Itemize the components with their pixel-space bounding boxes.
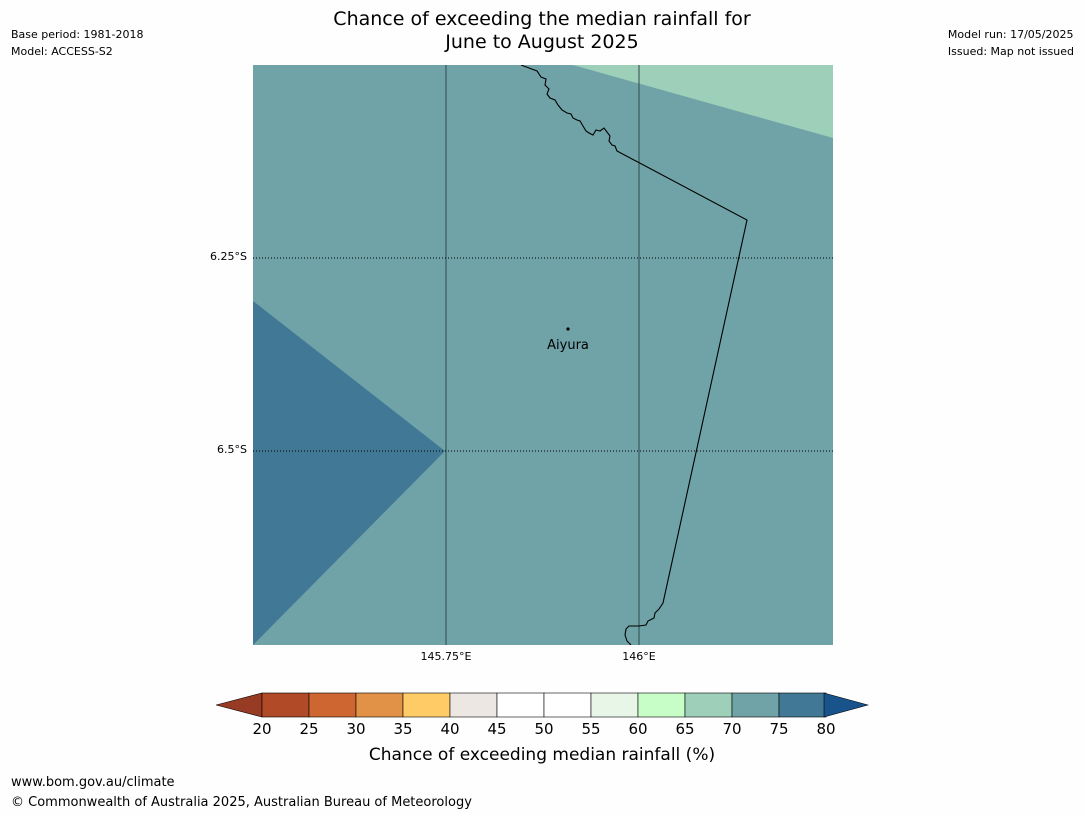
colorbar-under-arrow bbox=[216, 692, 263, 718]
colorbar-tick-60: 60 bbox=[628, 720, 648, 738]
colorbar-tick-55: 55 bbox=[581, 720, 601, 738]
lon-label-145-75: 145.75°E bbox=[420, 650, 472, 663]
colorbar-tick-75: 75 bbox=[769, 720, 789, 738]
meta-left: Base period: 1981-2018 Model: ACCESS-S2 bbox=[11, 26, 143, 60]
model-run-text: Model run: 17/05/2025 bbox=[947, 28, 1074, 41]
lon-label-146: 146°E bbox=[622, 650, 656, 663]
colorbar-tick-80: 80 bbox=[816, 720, 836, 738]
colorbar-swatch-70-75 bbox=[731, 692, 780, 718]
colorbar-swatch-20-25 bbox=[261, 692, 310, 718]
title-line-2: June to August 2025 bbox=[445, 31, 639, 53]
meta-right: Model run: 17/05/2025 Issued: Map not is… bbox=[948, 26, 1074, 60]
model-text: Model: ACCESS-S2 bbox=[11, 45, 113, 58]
footer-copyright: © Commonwealth of Australia 2025, Austra… bbox=[11, 795, 472, 810]
colorbar-swatch-45-50 bbox=[496, 692, 545, 718]
colorbar-swatch-75-80 bbox=[778, 692, 827, 718]
colorbar-label: Chance of exceeding median rainfall (%) bbox=[368, 745, 716, 765]
border-line bbox=[520, 65, 748, 645]
colorbar-swatch-50-55 bbox=[543, 692, 592, 718]
region-65-70 bbox=[573, 65, 833, 138]
colorbar-swatch-35-40 bbox=[402, 692, 451, 718]
colorbar-swatch-55-60 bbox=[590, 692, 639, 718]
colorbar-tick-45: 45 bbox=[487, 720, 507, 738]
colorbar-tick-70: 70 bbox=[722, 720, 742, 738]
region-75-80 bbox=[253, 301, 445, 645]
colorbar-tick-25: 25 bbox=[299, 720, 319, 738]
region-70-75 bbox=[253, 65, 833, 645]
colorbar-swatch-65-70 bbox=[684, 692, 733, 718]
lat-label-6-5: 6.5°S bbox=[217, 443, 247, 456]
colorbar-swatch-30-35 bbox=[355, 692, 404, 718]
colorbar-swatch-60-65 bbox=[637, 692, 686, 718]
colorbar-tick-20: 20 bbox=[252, 720, 272, 738]
colorbar bbox=[216, 692, 869, 718]
colorbar-swatches bbox=[261, 692, 827, 718]
colorbar-over-arrow bbox=[823, 692, 869, 718]
colorbar-tick-30: 30 bbox=[346, 720, 366, 738]
colorbar-swatch-40-45 bbox=[449, 692, 498, 718]
aiyura-label: Aiyura bbox=[547, 338, 589, 353]
title-line-1: Chance of exceeding the median rainfall … bbox=[333, 8, 751, 30]
base-period-text: Base period: 1981-2018 bbox=[11, 28, 144, 41]
colorbar-tick-65: 65 bbox=[675, 720, 695, 738]
footer-url[interactable]: www.bom.gov.au/climate bbox=[11, 775, 175, 790]
map-title: Chance of exceeding the median rainfall … bbox=[242, 8, 842, 54]
colorbar-tick-50: 50 bbox=[534, 720, 554, 738]
colorbar-tick-40: 40 bbox=[440, 720, 460, 738]
colorbar-swatch-25-30 bbox=[308, 692, 357, 718]
colorbar-tick-35: 35 bbox=[393, 720, 413, 738]
issued-text: Issued: Map not issued bbox=[947, 45, 1074, 58]
aiyura-marker bbox=[566, 327, 570, 331]
rainfall-map: Aiyura bbox=[253, 65, 833, 645]
lat-label-6-25: 6.25°S bbox=[210, 250, 247, 263]
